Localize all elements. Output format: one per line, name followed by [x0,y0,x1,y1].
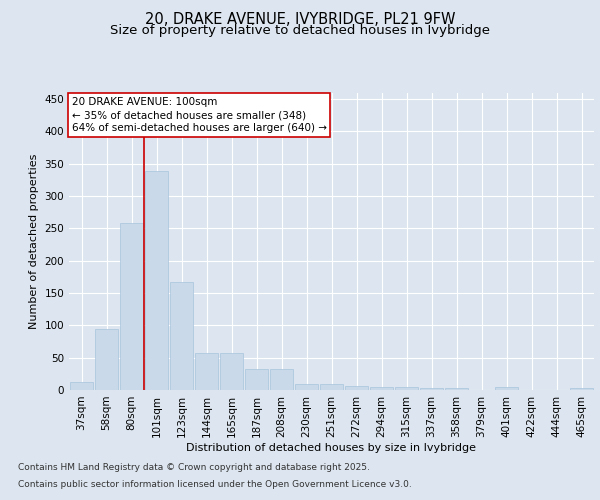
Bar [370,387,393,390]
Text: Contains public sector information licensed under the Open Government Licence v3: Contains public sector information licen… [18,480,412,489]
X-axis label: Distribution of detached houses by size in Ivybridge: Distribution of detached houses by size … [187,442,476,452]
Text: Size of property relative to detached houses in Ivybridge: Size of property relative to detached ho… [110,24,490,37]
Bar [445,388,468,390]
Text: Contains HM Land Registry data © Crown copyright and database right 2025.: Contains HM Land Registry data © Crown c… [18,464,370,472]
Bar [170,282,193,390]
Bar [70,382,93,390]
Bar [120,223,143,390]
Bar [195,353,218,390]
Bar [570,388,593,390]
Text: 20, DRAKE AVENUE, IVYBRIDGE, PL21 9FW: 20, DRAKE AVENUE, IVYBRIDGE, PL21 9FW [145,12,455,28]
Bar [245,368,268,390]
Bar [295,384,318,390]
Bar [345,386,368,390]
Bar [270,368,293,390]
Bar [320,384,343,390]
Bar [220,353,243,390]
Bar [420,388,443,390]
Bar [395,387,418,390]
Y-axis label: Number of detached properties: Number of detached properties [29,154,39,329]
Bar [495,388,518,390]
Bar [95,329,118,390]
Bar [145,172,168,390]
Text: 20 DRAKE AVENUE: 100sqm
← 35% of detached houses are smaller (348)
64% of semi-d: 20 DRAKE AVENUE: 100sqm ← 35% of detache… [71,97,326,134]
